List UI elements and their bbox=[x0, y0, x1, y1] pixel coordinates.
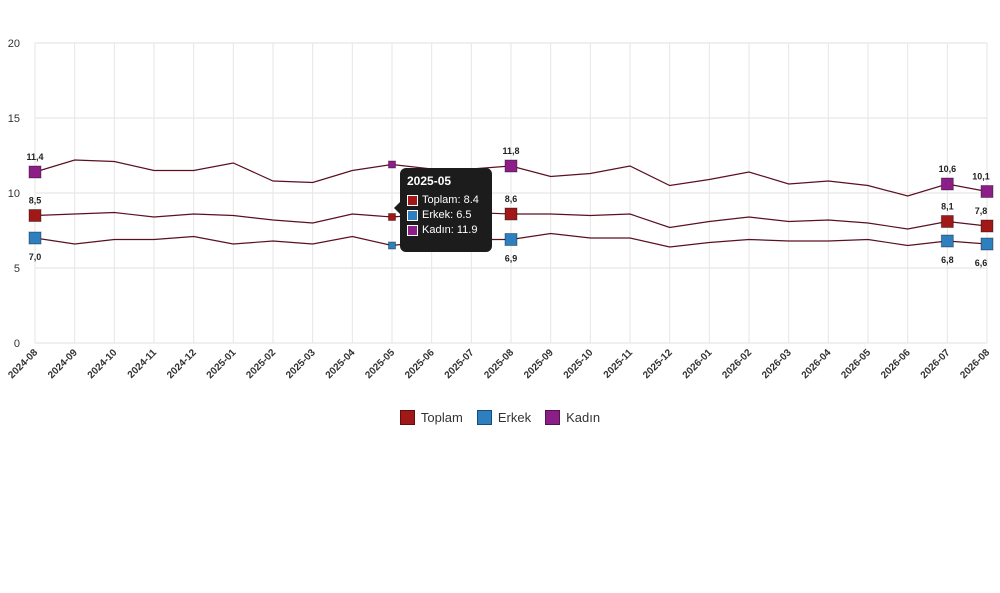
data-label: 7,0 bbox=[29, 252, 42, 262]
data-point-toplam bbox=[388, 213, 396, 221]
tooltip-title: 2025-05 bbox=[407, 174, 452, 188]
tooltip-row-kadin: Kadın: 11.9 bbox=[407, 224, 485, 236]
data-label: 11,8 bbox=[502, 146, 519, 156]
x-tick-label: 2026-04 bbox=[800, 347, 834, 381]
x-tick-label: 2026-05 bbox=[839, 347, 873, 381]
y-tick-label: 10 bbox=[8, 188, 20, 200]
data-point-erkek bbox=[504, 233, 518, 246]
data-point-erkek bbox=[980, 237, 994, 251]
data-point-erkek bbox=[28, 231, 42, 245]
data-point-kadın bbox=[28, 165, 42, 179]
tooltip-swatch-erkek bbox=[407, 209, 418, 221]
data-label: 10,1 bbox=[972, 172, 990, 182]
x-tick-label: 2024-12 bbox=[165, 347, 199, 381]
x-tick-label: 2025-12 bbox=[641, 347, 675, 381]
x-tick-label: 2025-01 bbox=[205, 347, 239, 381]
x-tick-label: 2024-09 bbox=[46, 347, 80, 381]
data-label: 10,6 bbox=[939, 164, 957, 174]
data-label: 11,4 bbox=[26, 152, 43, 162]
legend-swatch-toplam bbox=[399, 410, 415, 425]
x-tick-label: 2024-10 bbox=[86, 347, 120, 381]
data-label: 6,8 bbox=[941, 255, 954, 265]
y-tick-label: 15 bbox=[8, 113, 20, 125]
x-tick-label: 2025-09 bbox=[522, 347, 556, 381]
x-tick-label: 2026-07 bbox=[919, 347, 953, 381]
x-tick-label: 2025-04 bbox=[324, 347, 358, 381]
x-tick-label: 2026-02 bbox=[720, 347, 754, 381]
x-tick-label: 2025-08 bbox=[482, 347, 516, 381]
y-tick-label: 20 bbox=[8, 38, 20, 50]
data-point-erkek bbox=[388, 241, 396, 250]
x-tick-label: 2024-08 bbox=[6, 347, 40, 381]
x-tick-label: 2025-05 bbox=[363, 347, 397, 381]
tooltip-text-erkek: Erkek: 6.5 bbox=[422, 209, 472, 221]
x-tick-label: 2025-06 bbox=[403, 347, 437, 381]
y-tick-label: 0 bbox=[14, 338, 20, 350]
legend-item-toplam[interactable]: Toplam bbox=[399, 410, 463, 425]
data-label: 8,6 bbox=[505, 194, 518, 204]
chart-legend: Toplam Erkek Kadın bbox=[0, 410, 1000, 425]
tooltip-row-toplam: Toplam: 8.4 bbox=[407, 194, 485, 206]
legend-label-kadin: Kadın bbox=[566, 410, 601, 425]
tooltip-swatch-kadin bbox=[407, 224, 418, 236]
x-tick-label: 2026-06 bbox=[879, 347, 913, 381]
legend-label-toplam: Toplam bbox=[420, 410, 463, 425]
legend-swatch-kadin bbox=[545, 410, 561, 425]
tooltip-swatch-toplam bbox=[407, 194, 418, 206]
data-point-kadın bbox=[980, 185, 994, 198]
data-label: 8,5 bbox=[29, 196, 42, 206]
data-point-kadın bbox=[388, 160, 396, 169]
x-tick-label: 2025-02 bbox=[244, 347, 278, 381]
legend-item-erkek[interactable]: Erkek bbox=[476, 410, 532, 425]
data-label: 6,6 bbox=[975, 258, 988, 268]
data-label: 7,8 bbox=[975, 206, 988, 216]
tooltip-text-kadin: Kadın: 11.9 bbox=[422, 224, 478, 236]
x-tick-label: 2025-07 bbox=[443, 347, 477, 381]
x-tick-label: 2026-03 bbox=[760, 347, 794, 381]
tooltip-text-toplam: Toplam: 8.4 bbox=[422, 194, 479, 206]
data-point-toplam bbox=[980, 219, 994, 233]
x-tick-label: 2026-08 bbox=[958, 347, 992, 381]
x-tick-label: 2025-11 bbox=[602, 347, 636, 381]
data-label: 6,9 bbox=[505, 254, 518, 264]
x-tick-label: 2025-03 bbox=[284, 347, 318, 381]
legend-label-erkek: Erkek bbox=[497, 410, 532, 425]
legend-swatch-erkek bbox=[476, 410, 492, 425]
tooltip-row-erkek: Erkek: 6.5 bbox=[407, 209, 485, 221]
data-point-erkek bbox=[940, 234, 954, 248]
x-tick-label: 2025-10 bbox=[562, 347, 596, 381]
y-tick-label: 5 bbox=[14, 263, 20, 275]
data-point-kadın bbox=[940, 177, 954, 191]
legend-item-kadin[interactable]: Kadın bbox=[545, 410, 600, 425]
data-point-toplam bbox=[940, 215, 954, 228]
data-label: 8,1 bbox=[941, 202, 954, 212]
x-tick-label: 2026-01 bbox=[681, 347, 715, 381]
chart-tooltip: 2025-05 Toplam: 8.4 Erkek: 6.5 Kadın: 11… bbox=[394, 168, 492, 252]
data-point-toplam bbox=[504, 207, 518, 221]
line-chart: 0 5 10 15 20 2024-08 2024-09 2024-10 2024-11 2024… bbox=[6, 38, 994, 381]
data-point-toplam bbox=[28, 209, 42, 222]
data-point-kadın bbox=[504, 159, 518, 173]
x-tick-label: 2024-11 bbox=[126, 347, 160, 381]
